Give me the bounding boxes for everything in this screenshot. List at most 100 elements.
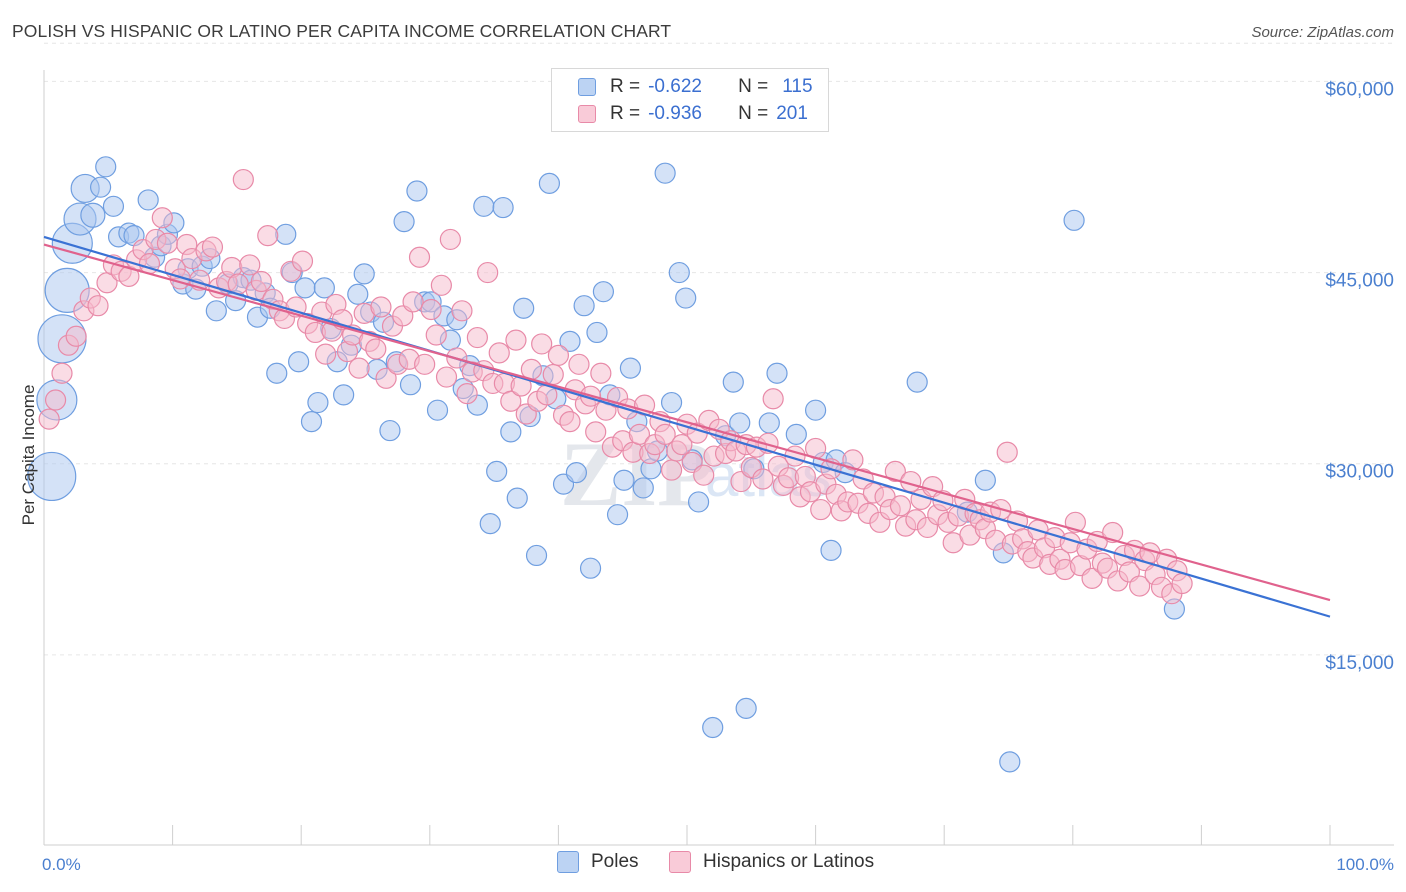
hispanic-point	[590, 362, 612, 384]
hispanic-point	[456, 383, 478, 405]
hispanic-point	[156, 232, 179, 254]
poles-point	[592, 281, 615, 303]
hispanic-trend-line	[43, 243, 1331, 602]
hispanic-point	[430, 274, 452, 296]
poles-point	[579, 557, 602, 579]
hispanic-n-value: 201	[776, 103, 808, 124]
poles-point	[294, 277, 316, 299]
hispanic-swatch	[578, 105, 596, 123]
r-label: R =	[610, 103, 641, 124]
hispanic-point	[44, 389, 67, 411]
hispanic-point	[232, 168, 254, 191]
hispanic-legend-label: Hispanics or Latinos	[703, 851, 875, 872]
y-tick-label: $30,000	[1325, 462, 1394, 483]
hispanic-point	[38, 408, 60, 430]
poles-point	[766, 362, 788, 384]
hispanic-point	[628, 423, 651, 446]
poles-point	[102, 195, 125, 217]
hispanic-point	[810, 498, 832, 521]
x-tick-min: 0.0%	[42, 855, 81, 874]
poles-point	[619, 357, 642, 379]
hispanic-point	[660, 459, 683, 481]
poles-point	[313, 277, 335, 299]
hispanic-point	[348, 357, 370, 379]
chart-title: POLISH VS HISPANIC OR LATINO PER CAPITA …	[12, 21, 672, 41]
poles-point	[565, 462, 588, 484]
poles-point	[573, 295, 595, 317]
legend-item-hispanic[interactable]: Hispanics or Latinos	[669, 851, 874, 873]
y-tick-labels: $15,000 $30,000 $45,000 $60,000	[1325, 79, 1394, 673]
poles-legend-label: Poles	[591, 851, 639, 872]
poles-point	[393, 210, 415, 233]
poles-point	[513, 297, 535, 319]
hispanic-point	[250, 270, 272, 293]
series-legend: Poles Hispanics or Latinos	[0, 851, 1406, 877]
poles-point	[307, 391, 329, 414]
hispanic-point	[201, 236, 224, 258]
poles-point	[735, 697, 757, 719]
poles-point	[353, 263, 375, 285]
hispanic-point	[842, 449, 864, 471]
poles-point	[95, 156, 117, 178]
correlation-legend: R = -0.622 N = 115 R = -0.936 N = 201	[551, 68, 829, 132]
axes	[43, 70, 1394, 846]
poles-point	[702, 716, 724, 739]
poles-point	[538, 172, 560, 194]
hispanic-point	[671, 433, 693, 456]
poles-trend-line	[43, 235, 1331, 618]
hispanic-point	[87, 295, 109, 317]
hispanic-point	[420, 298, 442, 321]
trend-lines	[43, 235, 1331, 618]
poles-point	[80, 202, 106, 228]
hispanic-point	[585, 421, 607, 443]
poles-r-value: -0.622	[648, 76, 702, 97]
hispanic-legend-swatch	[669, 851, 691, 873]
poles-point	[687, 491, 710, 513]
poles-point	[729, 412, 751, 434]
poles-point	[300, 411, 323, 433]
poles-point	[89, 176, 112, 198]
poles-point	[559, 330, 581, 352]
hispanic-point	[466, 326, 488, 349]
y-axis-label: Per Capita Income	[19, 385, 38, 526]
poles-point	[654, 162, 676, 184]
poles-point	[1063, 209, 1085, 231]
poles-point	[785, 423, 807, 446]
hispanic-point	[375, 367, 397, 389]
poles-point	[906, 371, 928, 393]
poles-point	[426, 399, 449, 421]
hispanic-point	[884, 460, 906, 482]
hispanic-point	[752, 468, 774, 490]
hispanic-point	[51, 362, 73, 384]
hispanic-point	[500, 390, 522, 412]
hispanic-point	[547, 344, 570, 366]
poles-point	[660, 391, 683, 414]
legend-item-poles[interactable]: Poles	[557, 851, 639, 873]
hispanic-point	[291, 250, 314, 272]
hispanic-point	[365, 338, 387, 360]
poles-point	[804, 399, 827, 421]
hispanic-point	[315, 343, 337, 365]
poles-point	[266, 362, 288, 384]
hispanic-point	[451, 300, 473, 322]
poles-point	[205, 300, 227, 322]
hispanic-point	[414, 353, 436, 375]
hispanic-point	[996, 441, 1018, 463]
poles-point	[137, 189, 159, 211]
hispanic-point	[402, 291, 424, 313]
poles-point	[333, 384, 355, 406]
poles-point	[999, 751, 1021, 773]
poles-point	[486, 460, 508, 482]
n-label: N =	[738, 103, 769, 124]
source-label: Source: ZipAtlas.com	[1251, 24, 1394, 41]
hispanic-point	[693, 464, 715, 486]
poles-n-value: 115	[782, 76, 813, 97]
hispanic-point	[762, 388, 784, 410]
poles-swatch	[578, 78, 596, 96]
hispanic-point	[477, 261, 499, 284]
hispanic-point	[542, 363, 564, 386]
poles-point	[722, 371, 744, 393]
r-label: R =	[610, 76, 641, 97]
hispanic-point	[568, 353, 590, 375]
hispanic-point	[559, 411, 581, 433]
